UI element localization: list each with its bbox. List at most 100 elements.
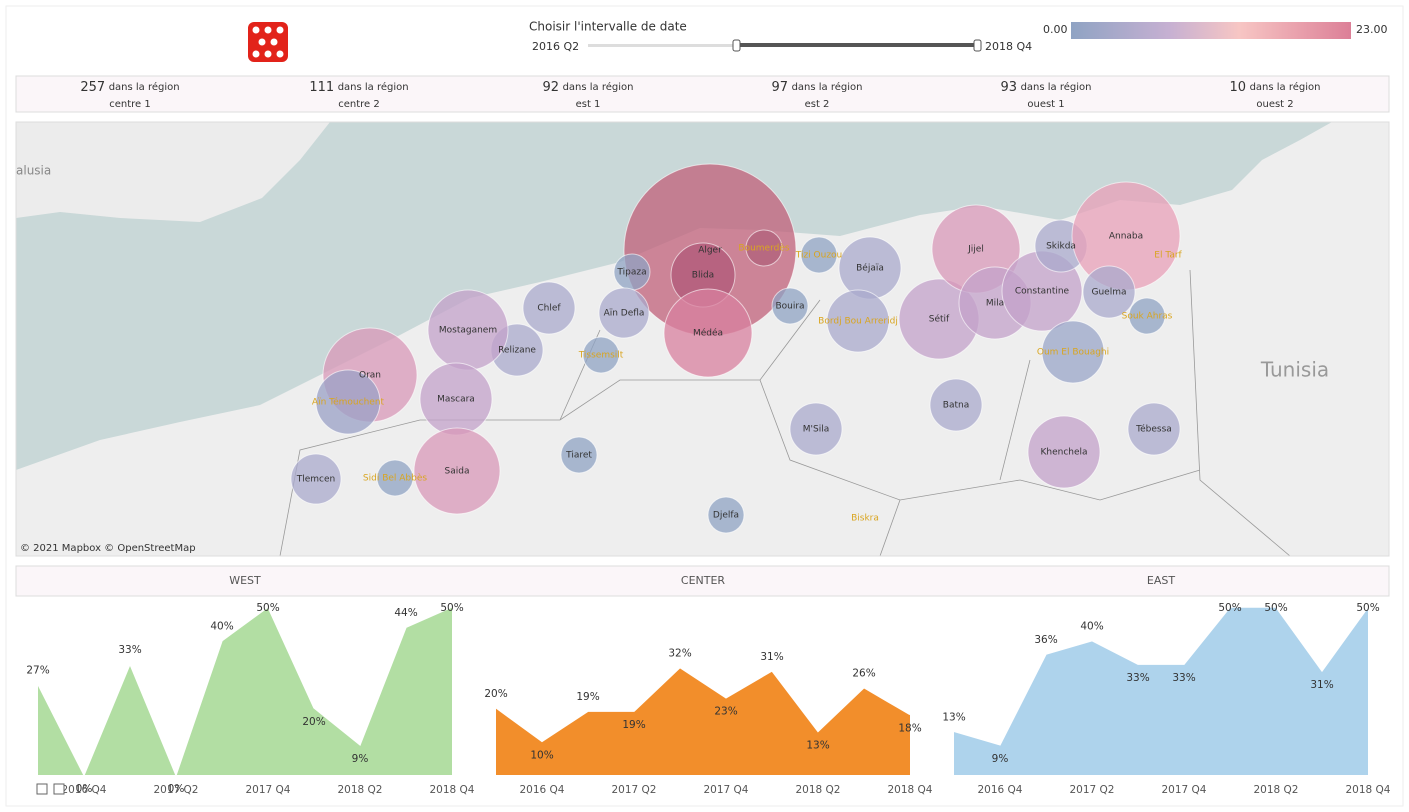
land [16, 122, 330, 222]
kpi-line: 93 dans la région [1001, 80, 1092, 95]
color-legend [1071, 22, 1351, 39]
city-label: Chlef [537, 304, 561, 314]
city-label: Tébessa [1135, 424, 1172, 435]
chart-title: WEST [229, 574, 261, 587]
kpi-line: 257 dans la région [80, 80, 179, 95]
city-label: El Tarf [1154, 251, 1182, 261]
x-tick-label: 2017 Q2 [611, 784, 656, 796]
data-label: 27% [26, 664, 49, 676]
kpi-region: centre 1 [109, 99, 151, 110]
collapse-button[interactable] [36, 783, 48, 795]
data-label: 33% [118, 644, 141, 656]
city-label: Aïn Témouchent [312, 397, 385, 408]
data-label: 9% [992, 753, 1009, 765]
data-label: 13% [806, 739, 829, 751]
city-bubble [560, 436, 598, 474]
city-label: Sétif [929, 314, 950, 325]
city-label: Blida [692, 271, 714, 281]
data-label: 20% [302, 716, 325, 728]
city-bubble [800, 236, 838, 274]
city-label: Khenchela [1040, 448, 1087, 458]
city-bubble [522, 281, 576, 335]
slider-end: 2018 Q4 [985, 40, 1032, 53]
legend-min: 0.00 [1043, 23, 1068, 36]
area [496, 667, 910, 775]
city-label: Djelfa [713, 511, 739, 521]
city-bubble [1027, 415, 1101, 489]
data-label: 19% [622, 719, 645, 731]
city-label: Oran [359, 371, 381, 381]
kpi-region: est 1 [576, 99, 601, 110]
data-label: 31% [1310, 679, 1333, 691]
data-label: 50% [256, 602, 279, 614]
x-tick-label: 2018 Q4 [887, 784, 932, 796]
x-tick-label: 2018 Q2 [795, 784, 840, 796]
slider-handle[interactable] [973, 39, 982, 52]
city-label: Biskra [851, 514, 879, 524]
x-tick-label: 2016 Q4 [519, 784, 564, 796]
city-bubble [1127, 402, 1181, 456]
city-bubble [771, 287, 809, 325]
kpi-count: 93 [1001, 80, 1018, 95]
data-label: 0% [76, 783, 93, 795]
data-label: 50% [1356, 602, 1379, 614]
x-tick-label: 2017 Q4 [703, 784, 748, 796]
city-label: Béjaïa [856, 263, 884, 274]
city-label: Tiaret [565, 451, 592, 461]
country-label: Tunisia [1260, 358, 1329, 382]
city-label: Bordj Bou Arreridj [818, 317, 898, 327]
city-label: Souk Ahras [1122, 312, 1173, 322]
city-bubble [1041, 320, 1105, 384]
city-label: Relizane [498, 346, 536, 356]
city-label: Saida [445, 467, 470, 477]
kpi-text: dans la région [563, 81, 634, 93]
area-line [37, 605, 453, 778]
data-label: 13% [942, 711, 965, 723]
data-label: 40% [1080, 621, 1103, 633]
city-bubble [413, 427, 501, 515]
data-label: 50% [1218, 602, 1241, 614]
slider-start: 2016 Q2 [532, 40, 579, 53]
data-label: 9% [352, 753, 369, 765]
city-label: Constantine [1015, 287, 1070, 297]
data-label: 0% [168, 783, 185, 795]
city-label: Mascara [437, 395, 475, 405]
city-bubble [789, 402, 843, 456]
city-bubble [663, 288, 753, 378]
x-tick-label: 2018 Q4 [429, 784, 474, 796]
map: Alger Blida Médéa Boumerdès Tipaza Chlef Aïn D… [16, 122, 1389, 556]
city-bubble [826, 289, 890, 353]
kpi-count: 97 [772, 80, 789, 95]
x-tick-label: 2018 Q4 [1345, 784, 1390, 796]
slider-handle[interactable] [732, 39, 741, 52]
data-label: 18% [898, 723, 921, 735]
kpi-region: est 2 [805, 99, 830, 110]
city-label: Mostaganem [439, 326, 497, 336]
x-tick-label: 2017 Q4 [1161, 784, 1206, 796]
kpi-text: dans la région [1021, 81, 1092, 93]
data-label: 33% [1172, 672, 1195, 684]
city-label: Bouira [775, 302, 804, 312]
city-bubble [1082, 265, 1136, 319]
kpi-text: dans la région [109, 81, 180, 93]
city-label: Skikda [1046, 242, 1076, 252]
kpi-line: 10 dans la région [1230, 80, 1321, 95]
area-line [495, 666, 911, 743]
data-label: 40% [210, 621, 233, 633]
kpi-region: ouest 2 [1256, 99, 1293, 110]
city-label: M'Sila [803, 425, 829, 435]
city-label: Mila [986, 299, 1004, 309]
data-label: 26% [852, 668, 875, 680]
city-label: Tissemsilt [578, 351, 624, 361]
kpi-count: 257 [80, 80, 105, 95]
x-tick-label: 2016 Q4 [61, 784, 106, 796]
kpi-text: dans la région [338, 81, 409, 93]
x-tick-label: 2017 Q2 [1069, 784, 1114, 796]
borders [279, 269, 1291, 556]
expand-button[interactable] [53, 783, 65, 795]
kpi-region: ouest 1 [1027, 99, 1064, 110]
attribution: © 2021 Mapbox © OpenStreetMap [20, 543, 196, 554]
map-frame [15, 121, 1390, 557]
city-bubble [707, 496, 745, 534]
